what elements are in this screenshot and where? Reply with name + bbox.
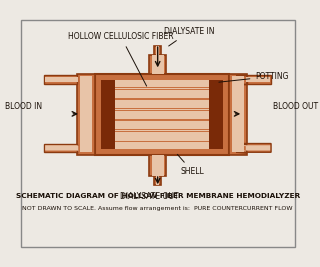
Polygon shape (44, 76, 77, 84)
Polygon shape (45, 145, 78, 151)
Polygon shape (45, 77, 78, 83)
Bar (115, 129, 209, 132)
Polygon shape (236, 144, 271, 153)
Bar (115, 119, 209, 121)
Polygon shape (236, 76, 271, 84)
Bar (149, 54, 166, 74)
Bar (152, 155, 164, 176)
Bar (154, 176, 161, 184)
Bar (209, 80, 223, 149)
Text: DIALYSATE OUT: DIALYSATE OUT (120, 191, 178, 201)
Bar (232, 76, 244, 152)
Polygon shape (44, 144, 77, 153)
Bar (95, 74, 229, 155)
Polygon shape (236, 145, 270, 151)
Bar (115, 130, 209, 131)
Text: SCHEMATIC DIAGRAM OF HOLLOW FIBER MEMBRANE HEMODIALYZER: SCHEMATIC DIAGRAM OF HOLLOW FIBER MEMBRA… (16, 193, 300, 199)
Bar (115, 88, 209, 89)
Bar (229, 74, 247, 155)
Bar (156, 46, 159, 54)
Text: BLOOD OUT: BLOOD OUT (273, 102, 318, 111)
Text: DIALYSATE IN: DIALYSATE IN (164, 27, 214, 46)
Text: NOT DRAWN TO SCALE. Assume flow arrangement is:  PURE COUNTERCURRENT FLOW: NOT DRAWN TO SCALE. Assume flow arrangem… (22, 206, 293, 211)
Text: POTTING: POTTING (219, 72, 289, 82)
Bar (115, 87, 209, 90)
Bar (115, 108, 209, 111)
Bar (156, 176, 159, 184)
Text: SHELL: SHELL (177, 154, 204, 176)
Bar (115, 109, 209, 110)
Bar (80, 76, 92, 152)
Bar (115, 98, 209, 100)
Bar (149, 155, 166, 176)
Polygon shape (236, 77, 270, 83)
Text: BLOOD IN: BLOOD IN (5, 102, 43, 111)
Bar (154, 46, 161, 54)
Bar (115, 140, 209, 141)
Bar (101, 80, 223, 149)
Bar (101, 80, 115, 149)
Bar (115, 140, 209, 142)
Text: HOLLOW CELLULOSIC FIBER: HOLLOW CELLULOSIC FIBER (68, 33, 174, 86)
Bar (152, 54, 164, 74)
Bar (115, 99, 209, 100)
Bar (77, 74, 95, 155)
